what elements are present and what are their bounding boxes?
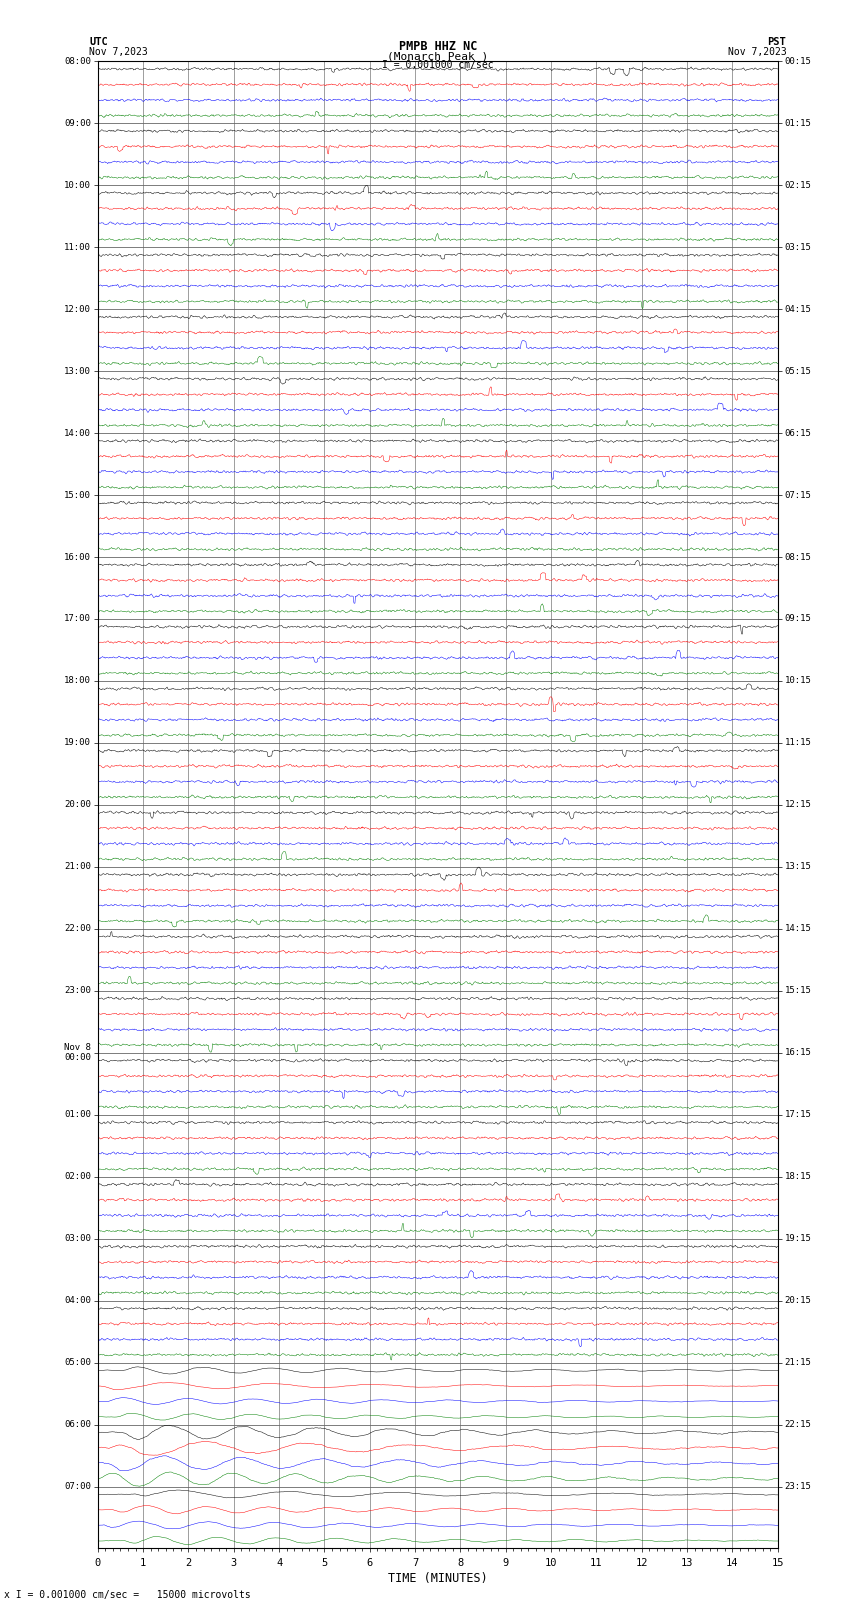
Text: Nov 7,2023: Nov 7,2023 xyxy=(728,47,786,56)
Text: PST: PST xyxy=(768,37,786,47)
X-axis label: TIME (MINUTES): TIME (MINUTES) xyxy=(388,1571,488,1584)
Text: (Monarch Peak ): (Monarch Peak ) xyxy=(387,52,489,61)
Text: x I = 0.001000 cm/sec =   15000 microvolts: x I = 0.001000 cm/sec = 15000 microvolts xyxy=(4,1590,251,1600)
Text: I = 0.001000 cm/sec: I = 0.001000 cm/sec xyxy=(382,60,494,69)
Text: PMPB HHZ NC: PMPB HHZ NC xyxy=(399,40,477,53)
Text: UTC: UTC xyxy=(89,37,108,47)
Text: Nov 7,2023: Nov 7,2023 xyxy=(89,47,148,56)
